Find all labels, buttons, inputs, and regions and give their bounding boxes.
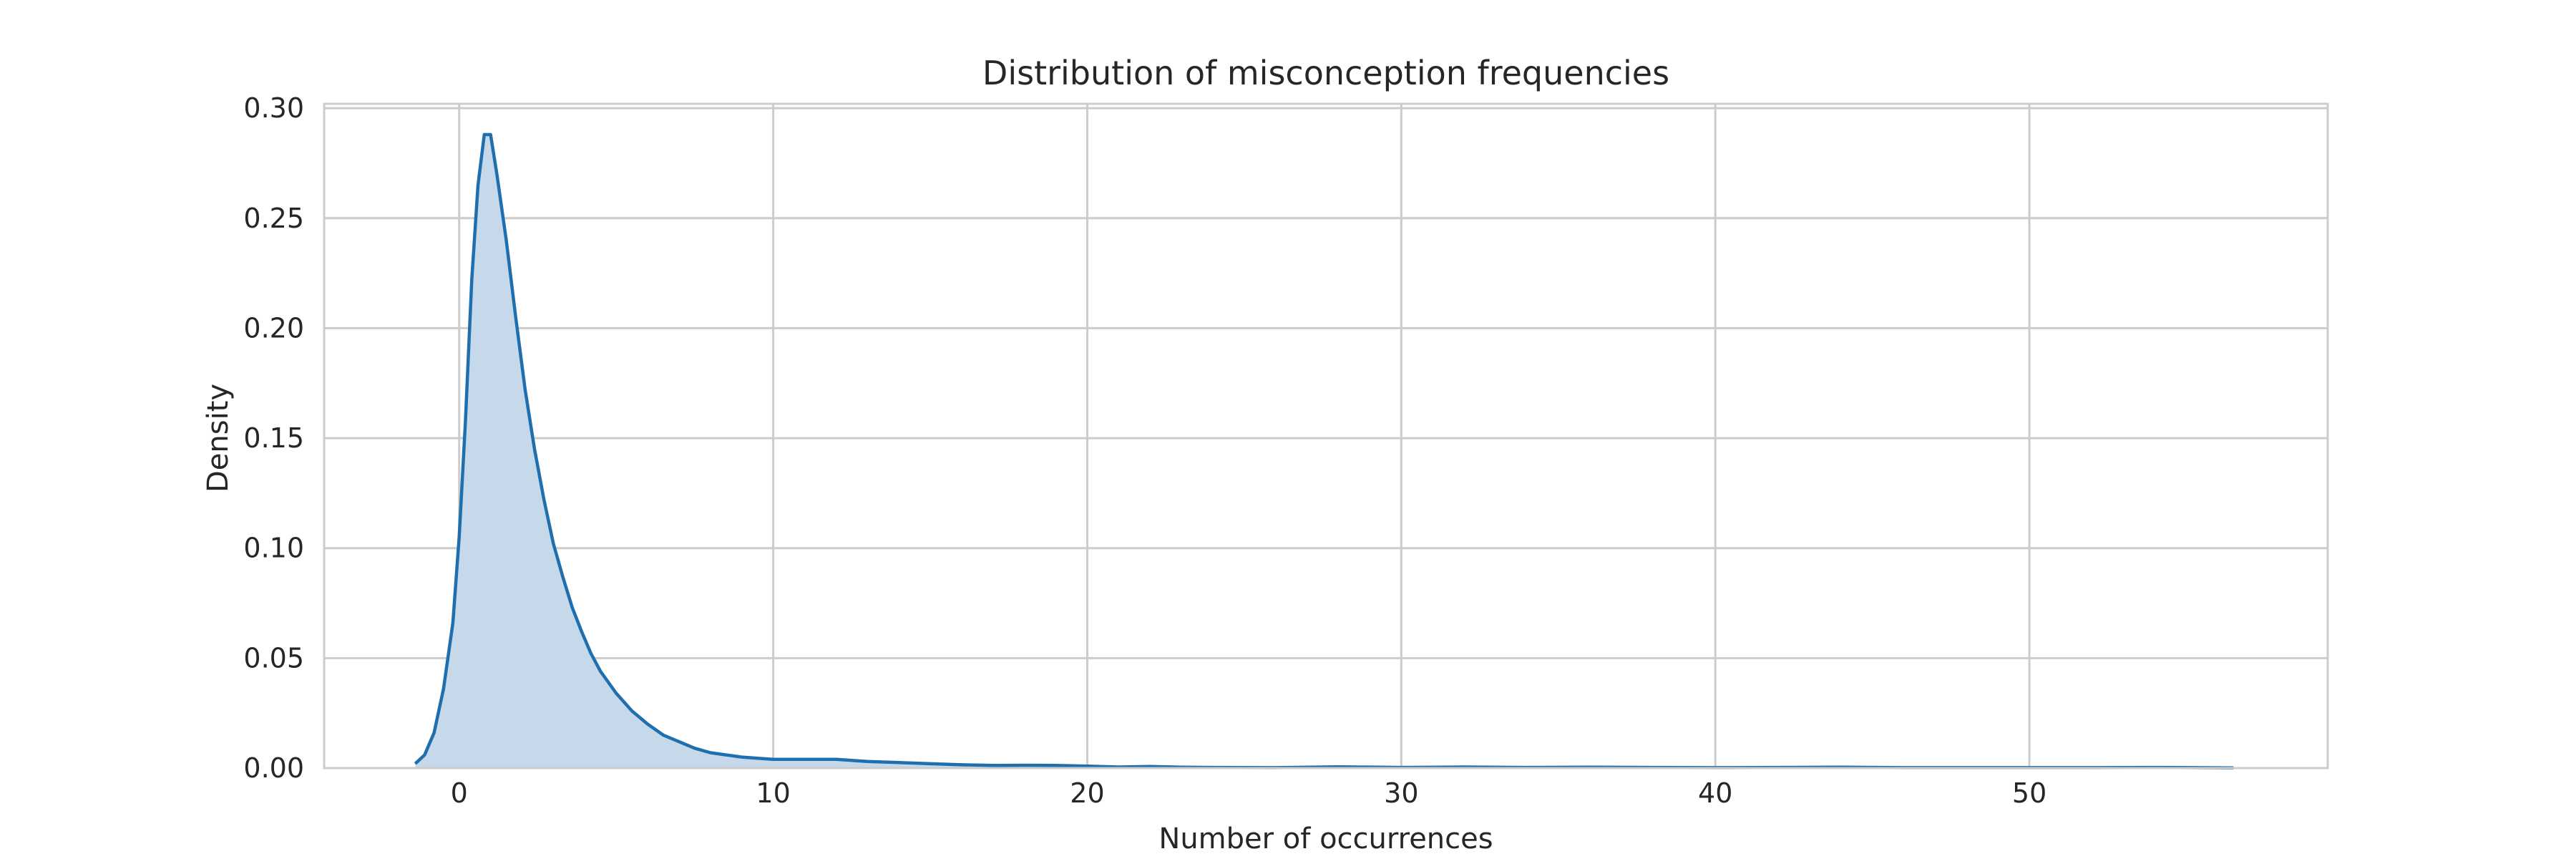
density-line [414, 132, 2234, 770]
x-tick-label: 20 [1070, 777, 1104, 809]
y-tick-label: 0.00 [243, 752, 304, 784]
grid-lines [324, 104, 2328, 770]
x-tick-label: 10 [756, 777, 790, 809]
x-axis-ticks: 0 10 20 30 40 50 [451, 777, 2047, 809]
x-axis-label: Number of occurrences [1158, 822, 1493, 855]
chart-title: Distribution of misconception frequencie… [982, 54, 1669, 92]
y-tick-label: 0.05 [243, 642, 304, 674]
x-tick-label: 30 [1384, 777, 1418, 809]
plot-frame [323, 102, 2329, 770]
y-tick-label: 0.20 [243, 312, 304, 344]
density-fill-area [415, 135, 2234, 768]
y-tick-label: 0.15 [243, 422, 304, 454]
y-axis-ticks: 0.00 0.05 0.10 0.15 0.20 0.25 0.30 [243, 92, 304, 784]
y-tick-label: 0.10 [243, 533, 304, 564]
x-tick-label: 50 [2012, 777, 2046, 809]
plot-area [414, 132, 2234, 770]
y-axis-label: Density [202, 384, 235, 492]
x-tick-label: 40 [1698, 777, 1732, 809]
y-tick-label: 0.30 [243, 92, 304, 124]
x-tick-label: 0 [451, 777, 468, 809]
y-tick-label: 0.25 [243, 203, 304, 234]
